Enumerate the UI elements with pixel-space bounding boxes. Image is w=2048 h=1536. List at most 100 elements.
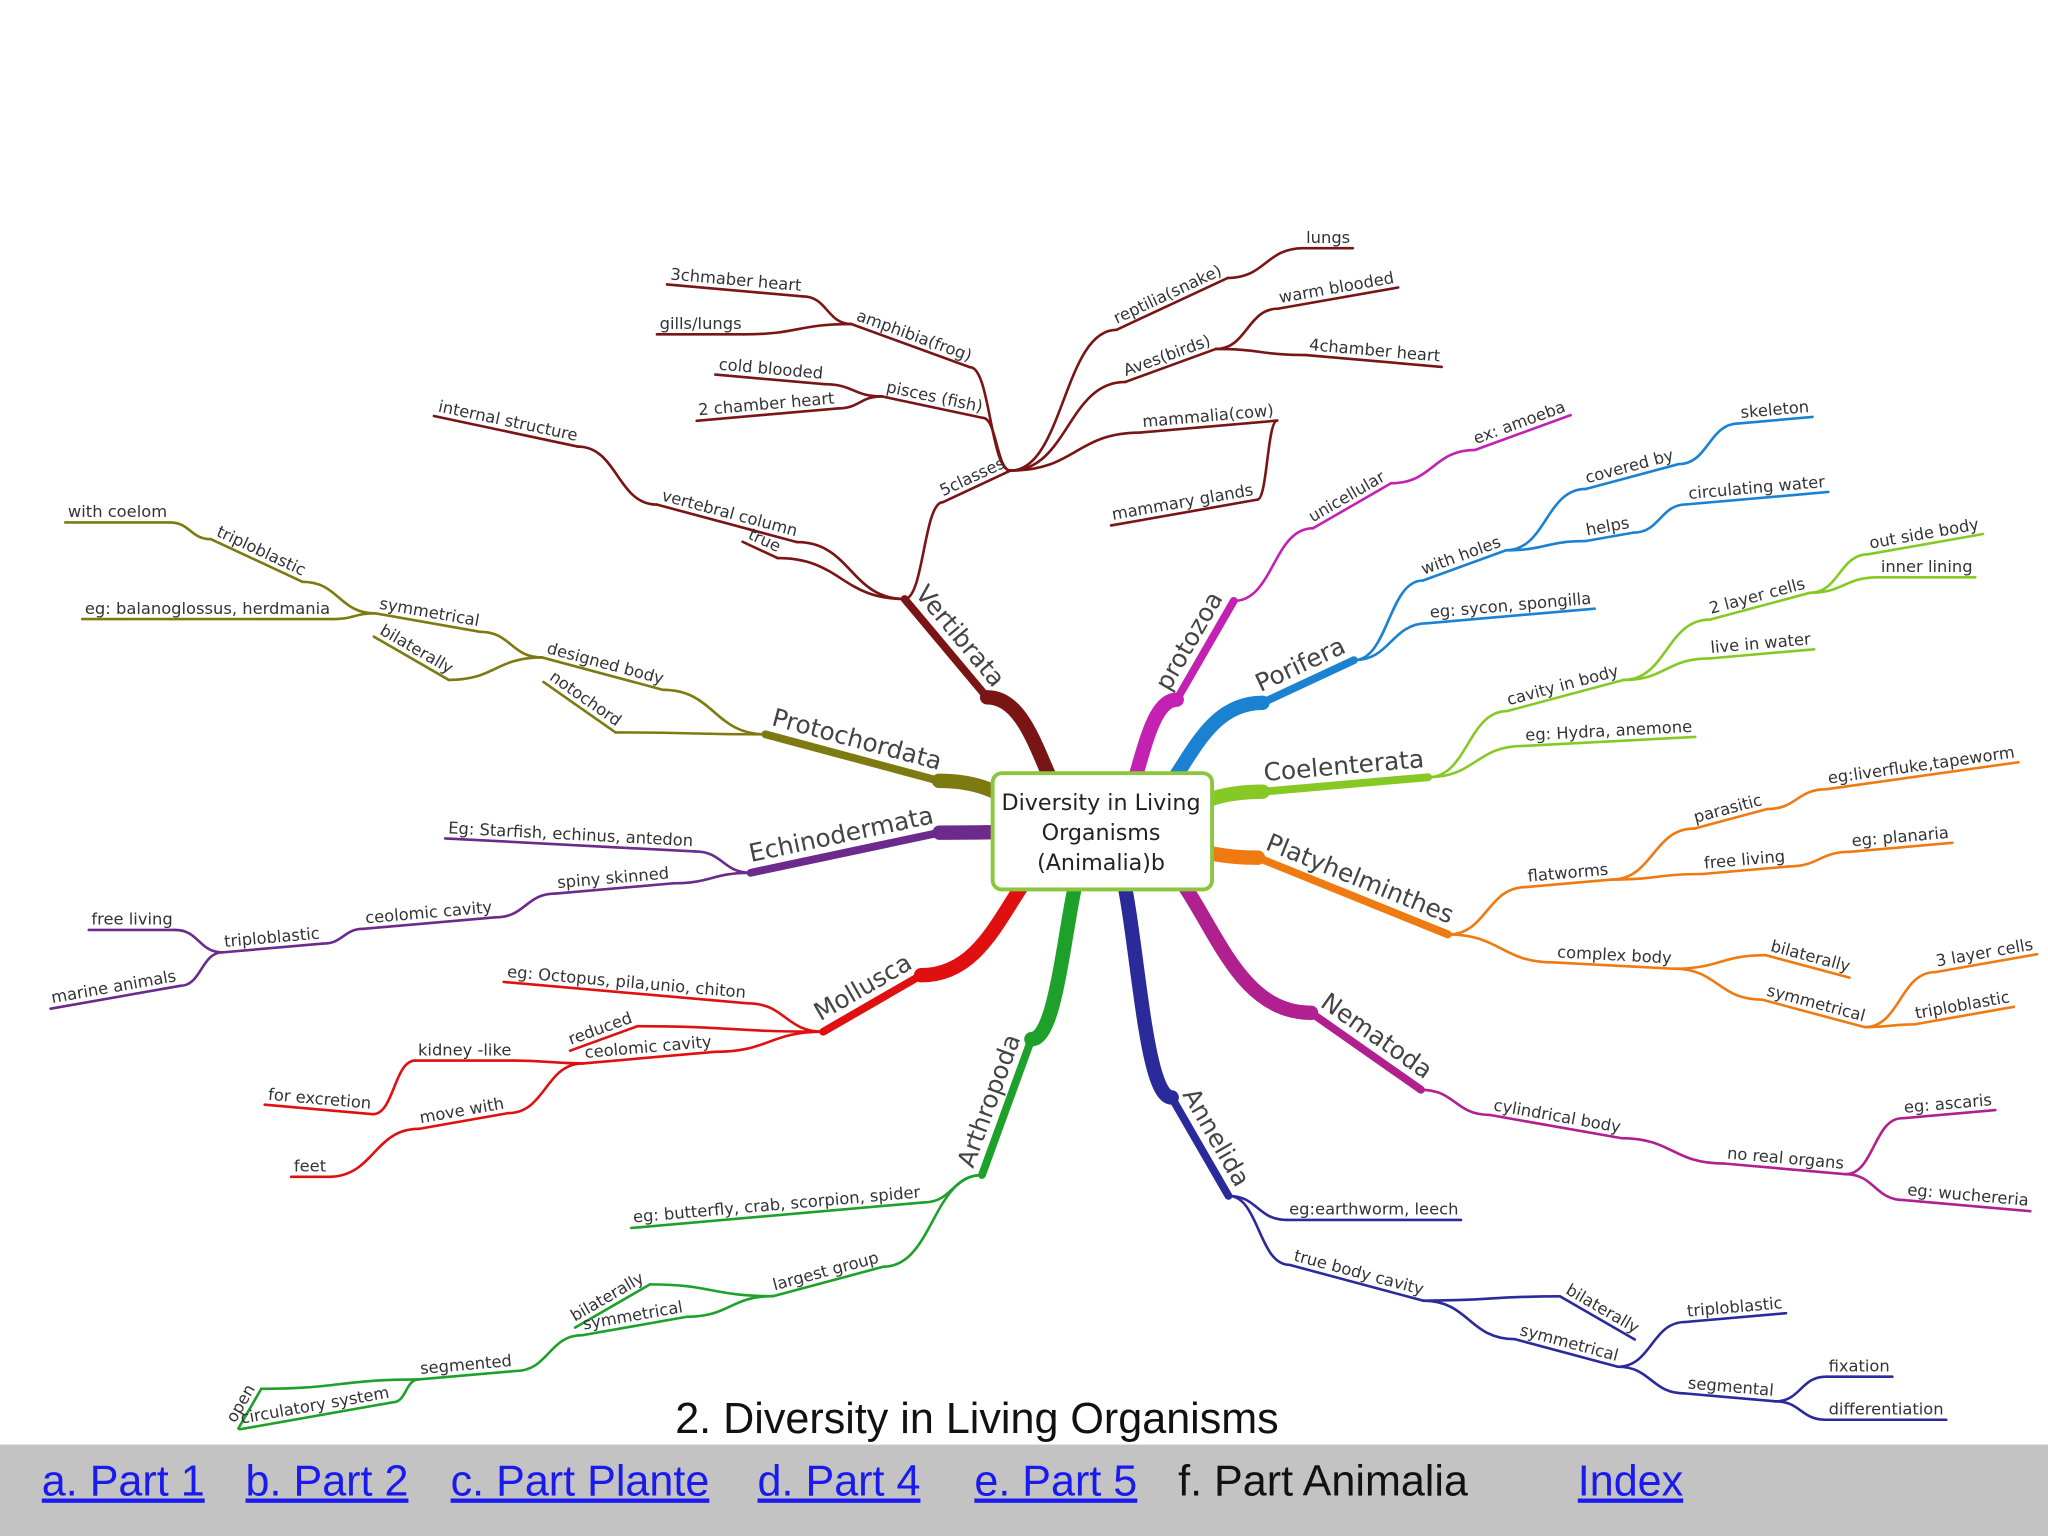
connector [1009, 328, 1118, 472]
underline [714, 373, 827, 386]
underline [1722, 1162, 1847, 1176]
underline [1254, 853, 1452, 939]
node-label: fixation [1829, 1356, 1890, 1375]
underline [573, 1283, 652, 1329]
underline [1304, 353, 1444, 369]
connector [513, 1333, 584, 1373]
center-line: Organisms [1042, 820, 1161, 846]
underline [741, 540, 779, 560]
node: differentiation [1824, 1400, 1948, 1422]
connector [1616, 1365, 1686, 1395]
node: kidney -like [414, 1040, 516, 1062]
connector [1446, 933, 1556, 964]
underline [1167, 1093, 1233, 1200]
underline [978, 1035, 1036, 1179]
underline [362, 916, 497, 931]
connector [1421, 1299, 1517, 1341]
underline [1513, 1337, 1620, 1369]
connector [1426, 709, 1509, 779]
connector [321, 927, 365, 945]
connector [168, 521, 213, 541]
underline [849, 322, 972, 369]
underline [1552, 961, 1676, 971]
connector [1226, 246, 1305, 280]
connector [671, 871, 752, 885]
underline [568, 1024, 639, 1053]
underline [580, 1315, 689, 1337]
underline [746, 828, 944, 877]
nav-link[interactable]: d. Part 4 [758, 1458, 921, 1506]
connector [1009, 380, 1127, 472]
underline [941, 469, 1012, 504]
node-label: eg: balanoglossus, herdmania [85, 599, 330, 618]
connector [1672, 953, 1768, 971]
connector [614, 731, 767, 736]
connector [1863, 970, 1937, 1029]
underline [1258, 656, 1358, 707]
underline [263, 1103, 375, 1116]
node: eg: balanoglossus, herdmania [80, 599, 335, 621]
connector [1765, 787, 1829, 811]
underline [1584, 462, 1680, 491]
underline [1558, 1294, 1637, 1341]
underline [900, 595, 992, 702]
underline [237, 1387, 263, 1430]
underline [1139, 419, 1279, 434]
nav-link[interactable]: b. Part 2 [246, 1458, 409, 1506]
underline [1524, 878, 1614, 889]
connector [1622, 657, 1711, 682]
connector [1009, 431, 1143, 472]
connector [1421, 1294, 1562, 1302]
connector [1808, 575, 1880, 595]
center-box [990, 771, 1215, 892]
underline [432, 414, 580, 448]
underline [1701, 865, 1790, 876]
node-label: with coelom [68, 502, 167, 521]
nav-link[interactable]: a. Part 1 [42, 1458, 205, 1506]
node-label: eg:earthworm, leech [1289, 1200, 1458, 1219]
slide-title: 2. Diversity in Living Organisms [675, 1395, 1279, 1443]
underline [221, 942, 325, 954]
connector [801, 295, 853, 326]
underline [1685, 490, 1830, 506]
node: skeleton [1737, 397, 1814, 425]
underline [1311, 481, 1393, 530]
underline [1900, 1108, 1997, 1120]
connector [301, 580, 377, 615]
connector [1232, 526, 1315, 603]
connector [259, 1378, 420, 1391]
connector [685, 1294, 775, 1319]
connector [903, 500, 945, 601]
underline [1867, 532, 1985, 556]
node: with coelom [63, 502, 172, 524]
current-page: f. Part Animalia [1178, 1458, 1468, 1506]
connector [648, 1283, 775, 1298]
connector [1504, 539, 1587, 552]
node: feet [289, 1157, 331, 1179]
connector [1616, 1320, 1687, 1369]
center-line: (Animalia)b [1037, 850, 1165, 876]
connector [174, 928, 224, 954]
underline [880, 395, 985, 420]
underline [1708, 591, 1812, 621]
nav-link[interactable]: c. Part Plante [451, 1458, 710, 1506]
connector [494, 892, 557, 919]
connector [447, 656, 544, 682]
underline [1583, 531, 1635, 543]
underline [1277, 286, 1400, 310]
nav-link[interactable]: Index [1578, 1458, 1684, 1506]
underline [1426, 607, 1596, 625]
connector [1446, 885, 1528, 936]
node: inner lining [1876, 557, 1977, 579]
underline [1287, 1263, 1425, 1302]
underline [1848, 841, 1954, 854]
nav-link[interactable]: e. Part 5 [974, 1458, 1137, 1506]
connector [968, 365, 1012, 472]
underline [1109, 498, 1259, 527]
connector [1863, 1023, 1916, 1029]
node-label: differentiation [1829, 1400, 1944, 1419]
underline [772, 1265, 885, 1298]
underline [1737, 415, 1814, 425]
connector [1774, 1400, 1828, 1422]
